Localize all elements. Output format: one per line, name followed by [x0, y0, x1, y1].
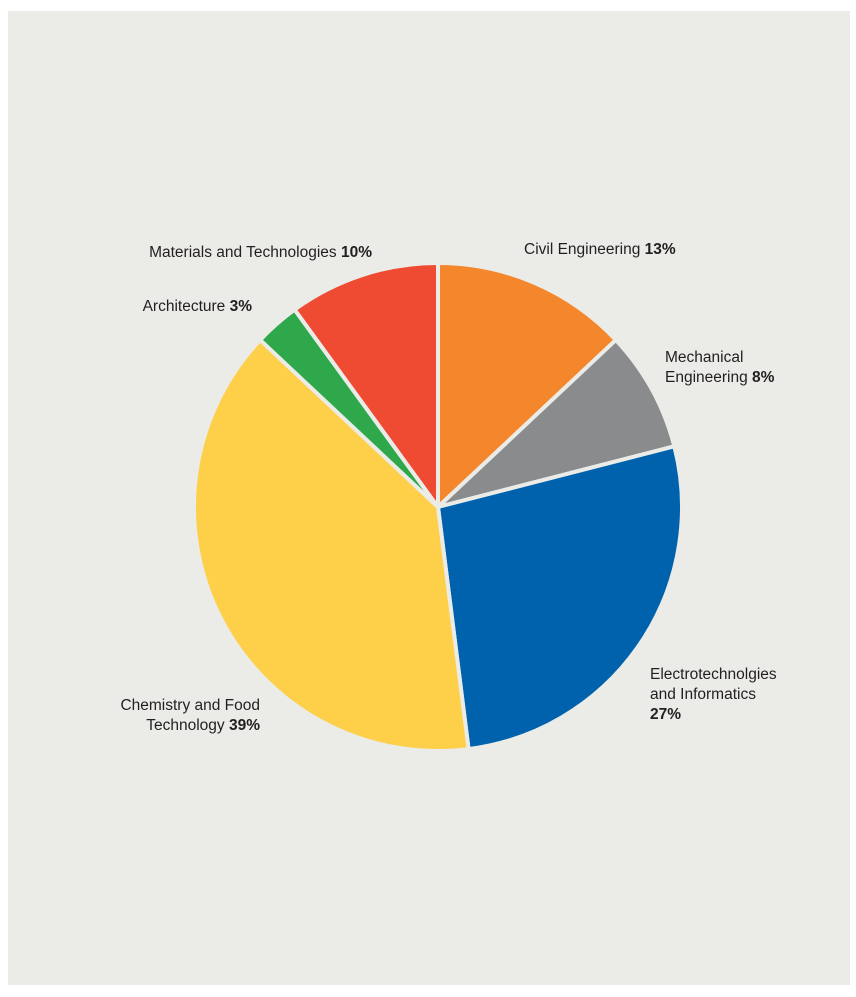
pie-slice-0: [436, 261, 618, 509]
pie-slice-3: [192, 337, 471, 753]
label-chemistry-food-technology: Chemistry and Food Technology 39%: [120, 697, 260, 734]
pie-slice-2: [436, 444, 684, 752]
label-architecture: Architecture 3%: [142, 298, 252, 315]
pie-slice-1: [436, 337, 677, 509]
pie-slice-5: [292, 261, 440, 509]
label-civil-engineering: Civil Engineering 13%: [524, 241, 676, 258]
label-mechanical-engineering: Mechanical Engineering 8%: [665, 349, 775, 386]
label-materials-technologies: Materials and Technologies 10%: [149, 244, 372, 261]
label-electrotechnologies-informatics: Electrotechnolgies and Informatics 27%: [650, 666, 777, 723]
